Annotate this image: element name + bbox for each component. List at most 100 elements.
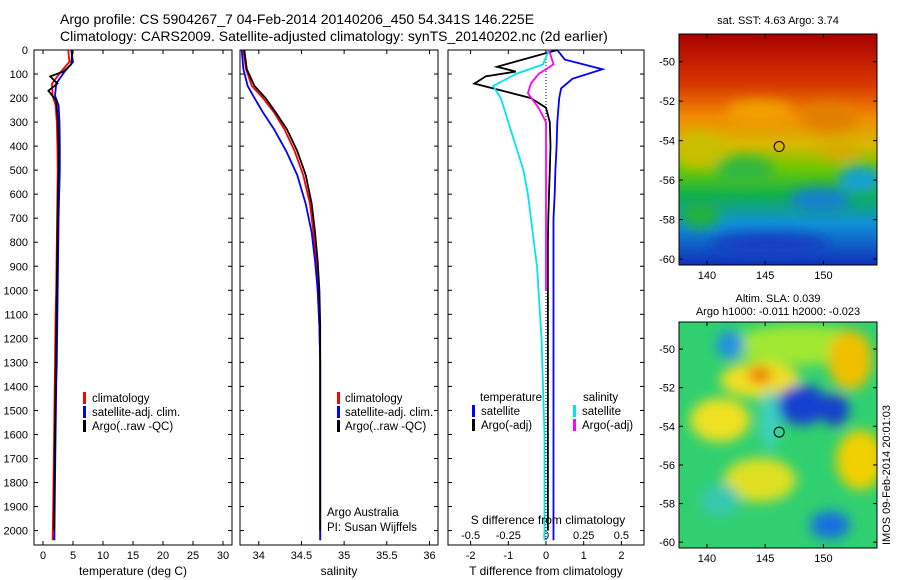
x-tick-label: -1 bbox=[503, 550, 513, 562]
legend-swatch-t-argo bbox=[472, 419, 475, 431]
s-tick-label: 0.25 bbox=[573, 530, 594, 542]
legend-title-salinity: salinity bbox=[583, 392, 618, 404]
lon-tick-label: 145 bbox=[756, 553, 774, 565]
lat-tick-label: -56 bbox=[659, 175, 675, 187]
x-tick-label: 5 bbox=[70, 550, 76, 562]
sst-map bbox=[679, 34, 877, 265]
legend-swatch-climatology bbox=[337, 392, 340, 404]
s-difference-label: S difference from climatology bbox=[471, 513, 626, 527]
x-tick-label: 34 bbox=[253, 550, 265, 562]
sla-map-subtitle: Argo h1000: -0.011 h2000: -0.023 bbox=[696, 306, 860, 318]
x-tick-label: 1 bbox=[581, 550, 587, 562]
series-line-argo-raw-qc bbox=[243, 49, 322, 531]
legend-swatch-satellite bbox=[337, 406, 340, 418]
depth-tick-label: 1700 bbox=[4, 453, 28, 465]
sla-map-frame bbox=[678, 321, 878, 549]
lat-tick-label: -56 bbox=[659, 460, 675, 472]
legend-label: satellite bbox=[582, 406, 621, 418]
x-tick-label: 0 bbox=[40, 550, 46, 562]
x-tick-label: 0 bbox=[543, 550, 549, 562]
depth-tick-label: 1600 bbox=[4, 429, 28, 441]
lat-tick-label: -52 bbox=[659, 383, 675, 395]
series-line-temperature-satellite bbox=[552, 49, 606, 541]
difference-profiles bbox=[472, 49, 606, 545]
series-line-argo-raw-qc bbox=[47, 49, 74, 531]
depth-tick-label: 1200 bbox=[4, 333, 28, 345]
depth-tick-label: 1100 bbox=[4, 309, 28, 321]
series-line-salinity-argo-adj bbox=[526, 49, 555, 291]
sla-map-title: Altim. SLA: 0.039 bbox=[736, 293, 821, 305]
lon-tick-label: 140 bbox=[698, 553, 716, 565]
figure-subtitle: Climatology: CARS2009. Satellite-adjuste… bbox=[60, 28, 608, 44]
depth-tick-label: 0 bbox=[22, 45, 28, 57]
s-tick-label: -0.25 bbox=[496, 530, 521, 542]
lat-tick-label: -60 bbox=[659, 537, 675, 549]
depth-tick-label: 1900 bbox=[4, 502, 28, 514]
x-tick-label: 30 bbox=[217, 550, 229, 562]
depth-tick-label: 1500 bbox=[4, 405, 28, 417]
series-line-salinity-satellite bbox=[491, 49, 550, 541]
sst-map-title: sat. SST: 4.63 Argo: 3.74 bbox=[717, 15, 839, 27]
temperature-profiles bbox=[47, 49, 74, 541]
lat-tick-label: -58 bbox=[659, 499, 675, 511]
temperature-x-label: temperature (deg C) bbox=[79, 564, 187, 578]
legend-swatch-t-satellite bbox=[472, 405, 475, 417]
legend-swatch-argo bbox=[337, 420, 340, 432]
salinity-x-axis: 34 34.5 35 35.5 36 bbox=[253, 50, 436, 562]
argo-position-marker bbox=[773, 426, 785, 438]
legend-label: Argo(..raw -QC) bbox=[92, 421, 173, 433]
lon-tick-label: 150 bbox=[814, 553, 832, 565]
legend-swatch-s-argo bbox=[573, 419, 576, 431]
temperature-legend: climatology satellite-adj. clim. Argo(..… bbox=[83, 392, 180, 433]
depth-tick-label: 200 bbox=[10, 93, 28, 105]
timestamp: IMOS 09-Feb-2014 20:01:03 bbox=[881, 405, 893, 545]
depth-tick-label: 400 bbox=[10, 141, 28, 153]
depth-tick-label: 600 bbox=[10, 189, 28, 201]
sst-map-frame bbox=[678, 33, 878, 266]
salinity-x-label: salinity bbox=[321, 564, 358, 578]
legend-swatch-satellite bbox=[83, 406, 86, 418]
lat-tick-label: -50 bbox=[659, 344, 675, 356]
legend-swatch-s-satellite bbox=[573, 405, 576, 417]
sla-map bbox=[679, 322, 877, 548]
x-tick-label: -2 bbox=[466, 550, 476, 562]
lon-tick-label: 140 bbox=[698, 270, 716, 282]
x-tick-label: 10 bbox=[97, 550, 109, 562]
depth-tick-label: 900 bbox=[10, 261, 28, 273]
legend-label: climatology bbox=[92, 393, 150, 405]
legend-swatch-climatology bbox=[83, 392, 86, 404]
depth-tick-label: 800 bbox=[10, 237, 28, 249]
lon-tick-label: 150 bbox=[814, 270, 832, 282]
salinity-panel-frame bbox=[239, 49, 439, 546]
depth-tick-label: 1000 bbox=[4, 285, 28, 297]
sla-map-axes: -50 -52 -54 -56 -58 -60 140 145 150 bbox=[659, 322, 877, 565]
s-tick-label: 0.5 bbox=[614, 530, 629, 542]
depth-tick-label: 2000 bbox=[4, 526, 28, 538]
depth-tick-label: 1400 bbox=[4, 381, 28, 393]
legend-label: satellite bbox=[481, 406, 520, 418]
temperature-panel-frame bbox=[33, 49, 233, 546]
credit-line-2: PI: Susan Wijffels bbox=[327, 522, 417, 534]
series-line-climatology bbox=[242, 49, 322, 541]
legend-swatch-argo bbox=[83, 420, 86, 432]
x-tick-label: 34.5 bbox=[291, 550, 312, 562]
depth-tick-label: 700 bbox=[10, 213, 28, 225]
depth-tick-label: 1800 bbox=[4, 478, 28, 490]
x-tick-label: 35 bbox=[338, 550, 350, 562]
lat-tick-label: -60 bbox=[659, 254, 675, 266]
lon-tick-label: 145 bbox=[756, 270, 774, 282]
lat-tick-label: -54 bbox=[659, 421, 675, 433]
salinity-profiles bbox=[240, 49, 322, 541]
lat-tick-label: -58 bbox=[659, 215, 675, 227]
depth-tick-label: 500 bbox=[10, 165, 28, 177]
legend-label: climatology bbox=[345, 393, 403, 405]
s-tick-label: -0.5 bbox=[461, 530, 480, 542]
x-tick-label: 35.5 bbox=[376, 550, 397, 562]
depth-tick-label: 1300 bbox=[4, 357, 28, 369]
sst-map-axes: -50 -52 -54 -56 -58 -60 140 145 150 bbox=[659, 34, 877, 282]
lat-tick-label: -54 bbox=[659, 136, 675, 148]
credit-line-1: Argo Australia bbox=[327, 507, 399, 519]
salinity-legend: climatology satellite-adj. clim. Argo(..… bbox=[337, 392, 433, 433]
